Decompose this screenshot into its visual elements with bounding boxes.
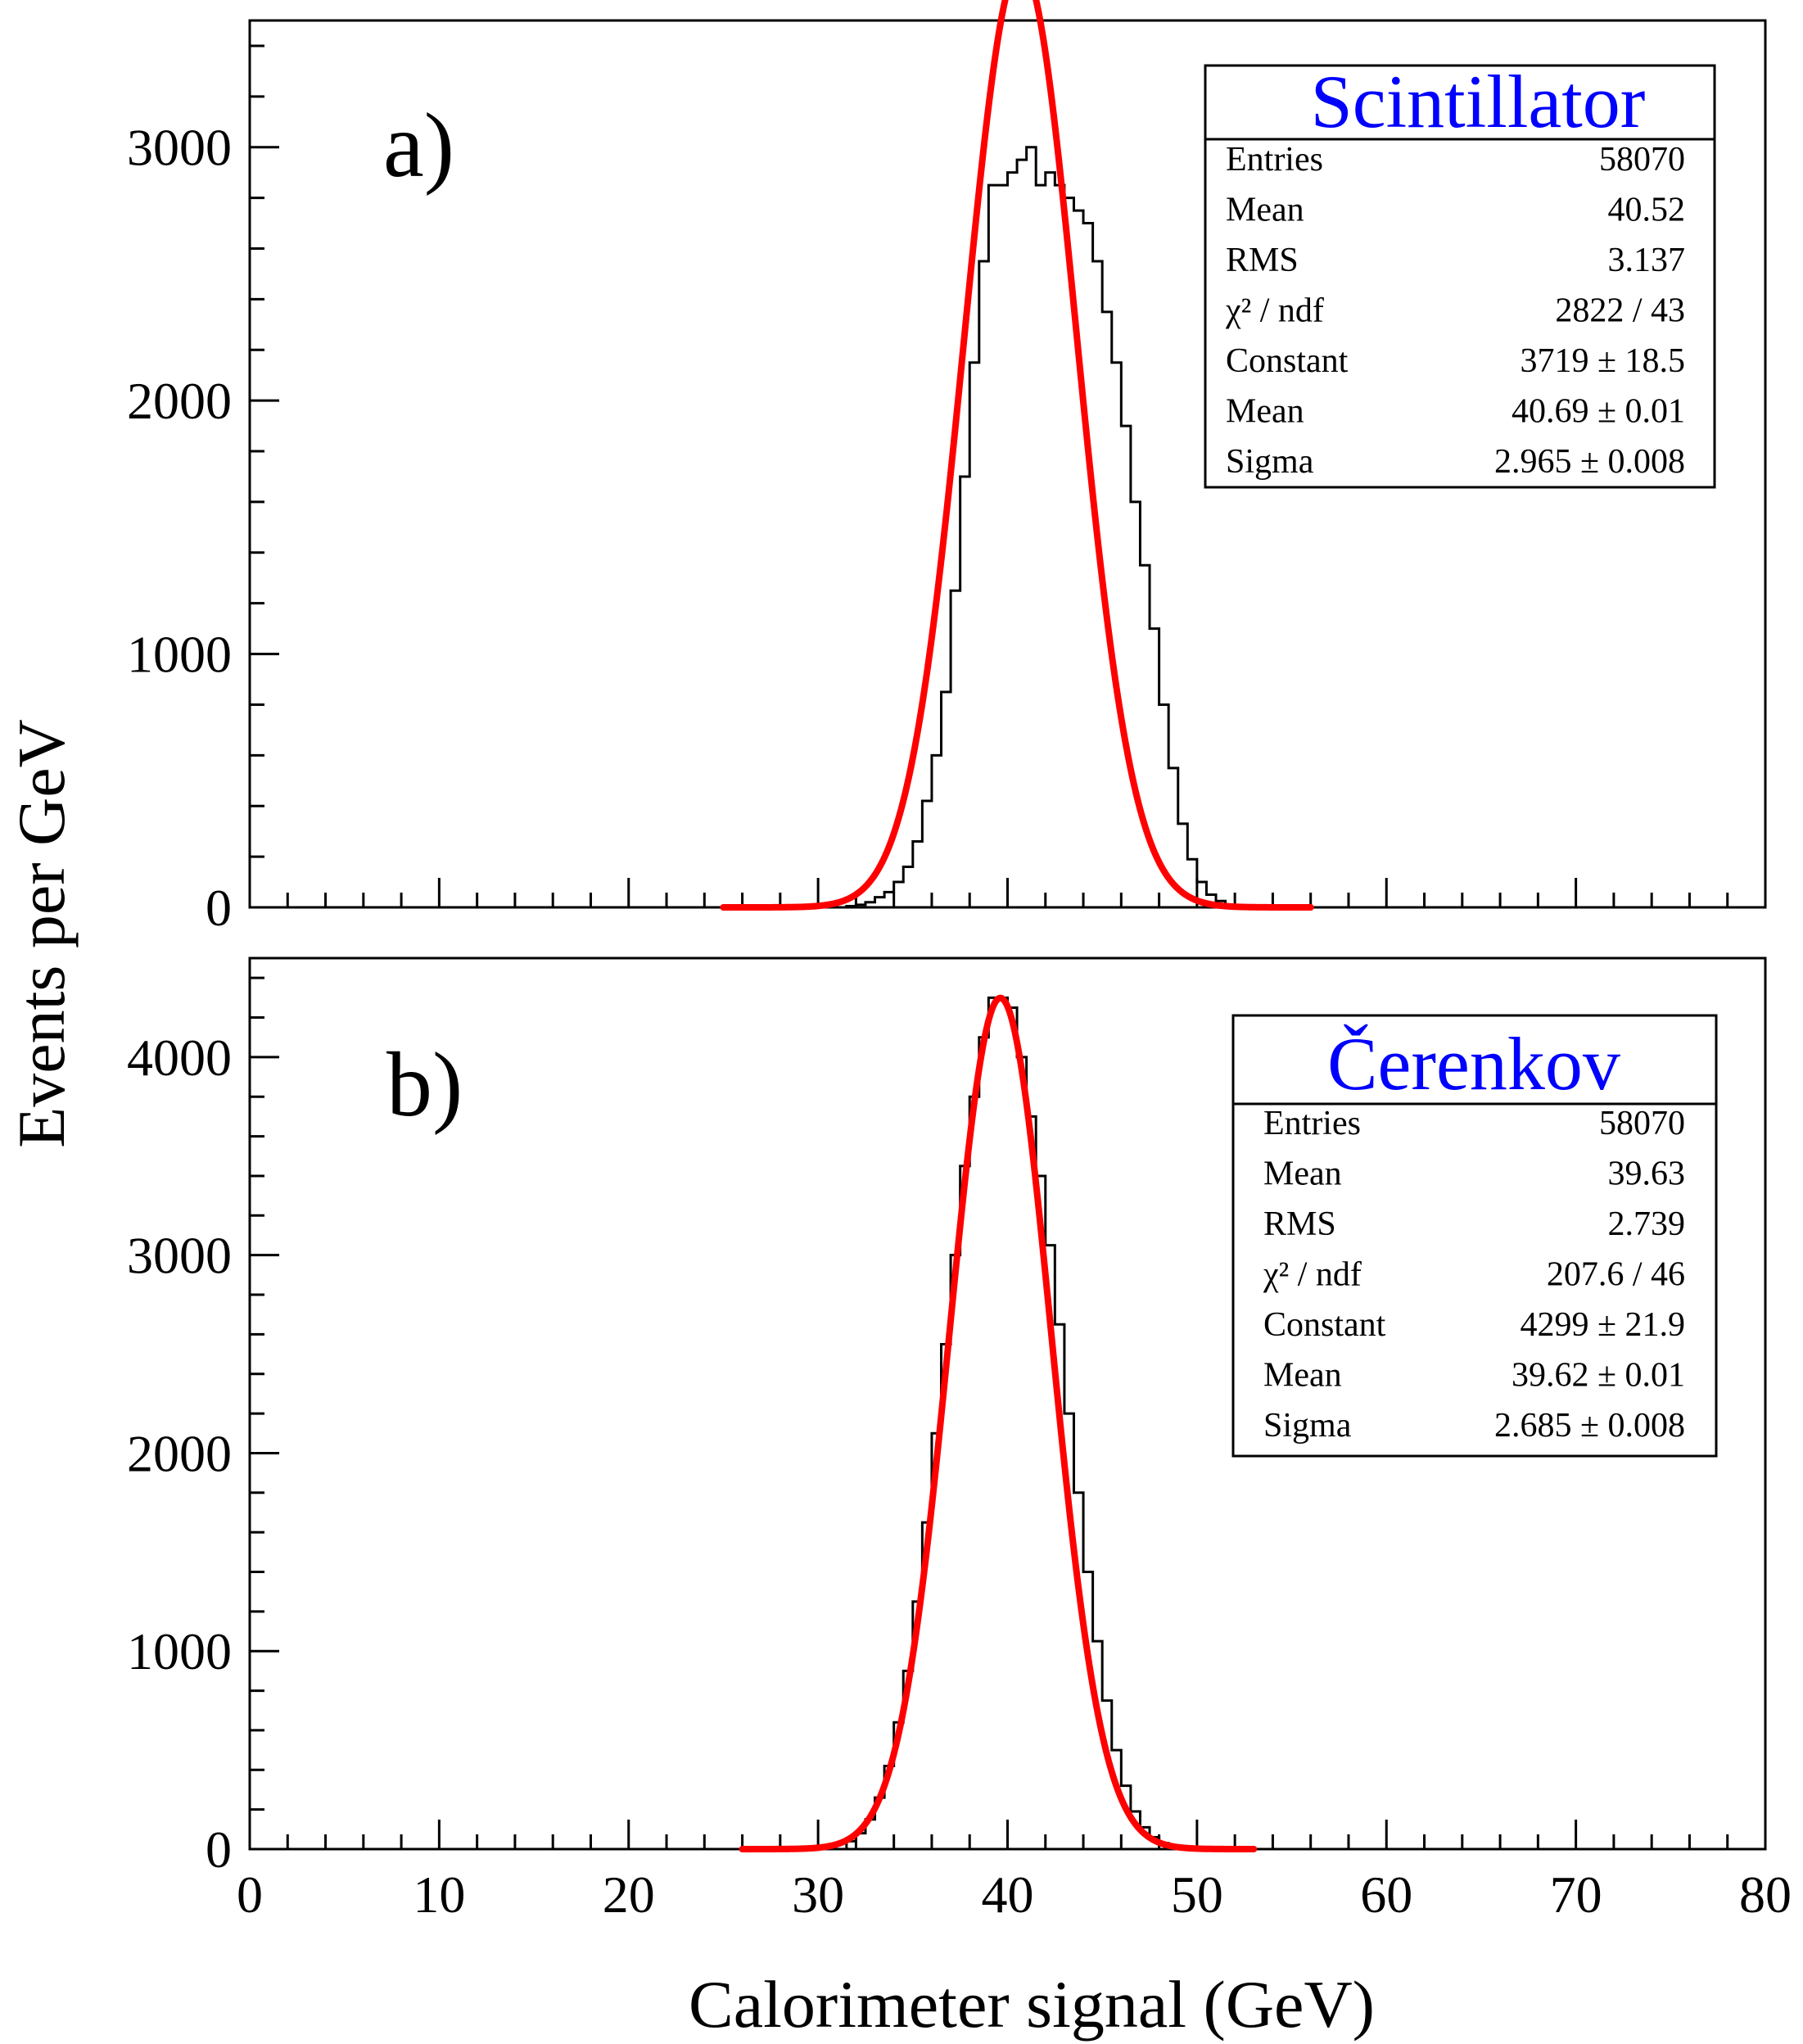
y-tick-label: 2000 — [127, 372, 232, 430]
stats-box-a: Scintillator Entries 58070 Mean 40.52 RMS 3.1… — [1204, 60, 1716, 489]
stats-row-value: 58070 — [1599, 141, 1685, 179]
stats-row-name: Constant — [1263, 1306, 1386, 1344]
stats-row-name: Mean — [1226, 393, 1304, 431]
axis-ticks-a — [248, 44, 1767, 909]
stats-row-name: Mean — [1263, 1155, 1342, 1193]
stats-row-value: 40.52 — [1608, 192, 1686, 229]
stats-row-value: 3.137 — [1608, 242, 1686, 279]
stats-row-name: Constant — [1226, 342, 1349, 380]
y-tick-labels-a: 0 1000 2000 3000 — [127, 119, 232, 937]
stats-row-name: Entries — [1226, 141, 1323, 179]
stats-row-value: 40.69 ± 0.01 — [1512, 393, 1685, 431]
stats-row-value: 2.739 — [1608, 1205, 1686, 1243]
panel-label-a: a) — [383, 95, 454, 197]
panel-label-b: b) — [386, 1034, 463, 1136]
x-tick-label: 60 — [1360, 1865, 1412, 1924]
y-tick-label: 3000 — [127, 1227, 232, 1285]
stats-row-name: χ² / ndf — [1263, 1256, 1362, 1294]
stats-row-value: 39.62 ± 0.01 — [1512, 1357, 1685, 1395]
histogram-a — [845, 146, 1236, 907]
x-tick-label: 20 — [603, 1865, 655, 1924]
stats-row-value: 3719 ± 18.5 — [1520, 342, 1685, 380]
y-tick-labels-b: 0 1000 2000 3000 4000 — [127, 1029, 232, 1879]
x-tick-label: 80 — [1739, 1865, 1792, 1924]
x-tick-label: 0 — [237, 1865, 263, 1924]
stats-row-name: Sigma — [1226, 443, 1314, 481]
stats-row-value: 207.6 / 46 — [1547, 1256, 1685, 1294]
x-tick-label: 30 — [792, 1865, 844, 1924]
stats-rows-a: Entries 58070 Mean 40.52 RMS 3.137 χ² / ndf 282… — [1225, 141, 1685, 481]
stats-row-name: RMS — [1263, 1205, 1336, 1243]
y-tick-label: 1000 — [127, 1622, 232, 1680]
stats-row-name: χ² / ndf — [1225, 292, 1324, 330]
y-tick-label: 0 — [206, 1820, 232, 1879]
stats-title-a: Scintillator — [1311, 60, 1646, 143]
y-tick-label: 2000 — [127, 1424, 232, 1482]
stats-rows-b: Entries 58070 Mean 39.63 RMS 2.739 χ² / ndf 207… — [1263, 1105, 1685, 1445]
gaussian-fit-a — [720, 0, 1314, 911]
x-tick-label: 10 — [413, 1865, 465, 1924]
stats-title-b: Čerenkov — [1327, 1022, 1620, 1106]
x-tick-label: 70 — [1550, 1865, 1602, 1924]
y-axis-title: Events per GeV — [4, 719, 79, 1148]
stats-row-name: Mean — [1226, 192, 1304, 229]
y-tick-label: 1000 — [127, 626, 232, 684]
x-tick-label: 40 — [982, 1865, 1034, 1924]
gaussian-fit-b — [739, 994, 1258, 1852]
stats-row-value: 4299 ± 21.9 — [1520, 1306, 1685, 1344]
stats-row-value: 2.685 ± 0.008 — [1494, 1407, 1685, 1445]
panel-b: 0 1000 2000 3000 4000 b) Čerenkov Entries 580… — [127, 956, 1767, 1879]
stats-row-name: Entries — [1263, 1105, 1361, 1142]
stats-row-value: 2822 / 43 — [1555, 292, 1685, 330]
x-tick-labels: 0 10 20 30 40 50 60 70 80 — [237, 1865, 1792, 1924]
stats-row-name: Mean — [1263, 1357, 1342, 1395]
stats-row-value: 2.965 ± 0.008 — [1494, 443, 1685, 481]
x-tick-label: 50 — [1171, 1865, 1223, 1924]
y-tick-label: 0 — [206, 879, 232, 937]
x-axis-title: Calorimeter signal (GeV) — [689, 1967, 1375, 2042]
stats-row-name: Sigma — [1263, 1407, 1352, 1445]
panel-a: 0 1000 2000 3000 a) Scintillator Entries 580… — [127, 0, 1767, 937]
stats-box-b: Čerenkov Entries 58070 Mean 39.63 RMS 2.739 χ²… — [1231, 1014, 1718, 1458]
y-tick-label: 3000 — [127, 119, 232, 177]
stats-row-value: 58070 — [1599, 1105, 1685, 1142]
stats-row-value: 39.63 — [1608, 1155, 1686, 1193]
y-tick-label: 4000 — [127, 1029, 232, 1087]
stats-row-name: RMS — [1226, 242, 1299, 279]
